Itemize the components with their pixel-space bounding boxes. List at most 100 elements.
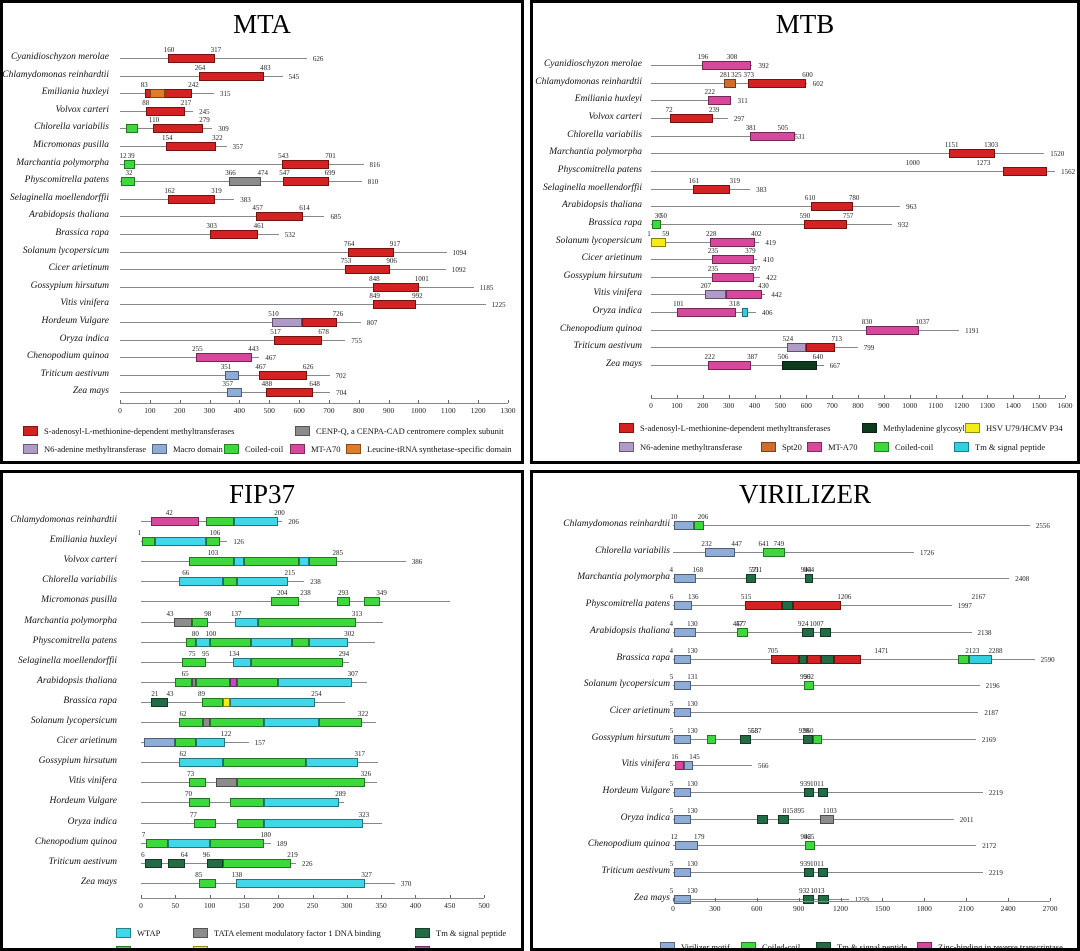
legend-swatch	[23, 426, 38, 436]
position-label: 640	[812, 353, 824, 362]
position-label: 136	[687, 593, 699, 602]
domain-box	[811, 202, 853, 212]
domain-box	[652, 219, 662, 229]
position-label: 357	[222, 380, 234, 389]
domain-box	[195, 637, 210, 647]
scale-tick-label: 900	[382, 406, 395, 415]
domain-box	[673, 868, 692, 878]
domain-box	[756, 814, 768, 824]
legend-item: Coiled-coil	[224, 444, 283, 454]
scale-tick-label: 300	[203, 406, 216, 415]
position-label: 130	[687, 780, 698, 788]
legend-label: HSV U79/HCMV P34	[986, 423, 1063, 433]
position-label: 2167	[971, 593, 986, 602]
species-label: Selaginella moellendorffii	[18, 655, 117, 666]
position-label: 254	[311, 689, 322, 698]
domain-box	[141, 537, 155, 547]
position-label: 122	[220, 730, 232, 739]
domain-box	[237, 818, 265, 828]
species-label: Cicer arietinum	[48, 263, 109, 274]
species-label: Oryza indica	[59, 333, 109, 344]
domain-box	[235, 878, 366, 888]
scale-tick-label: 700	[323, 406, 335, 415]
domain-box	[189, 778, 207, 788]
position-label: 563	[747, 726, 759, 735]
scale-tick-label: 900	[878, 401, 890, 410]
position-label: 5	[669, 886, 674, 895]
species-label: Chlamydomonas reinhardtii	[2, 69, 109, 80]
species-label: Micromonas pusilla	[33, 140, 109, 150]
position-label: 285	[332, 549, 344, 558]
domain-box	[298, 557, 310, 567]
position-label: 293	[337, 589, 349, 598]
position-label: 264	[194, 63, 206, 72]
position-label: 648	[309, 380, 320, 389]
domain-box	[291, 637, 310, 647]
legend-item: Viral A-type inclusion protein repeat	[193, 946, 339, 948]
species-label: Zea mays	[80, 876, 117, 887]
domain-box	[745, 574, 756, 584]
species-label: Chenopodium quinoa	[34, 836, 117, 847]
position-label: 443	[248, 345, 259, 354]
scale-tick-label: 1500	[874, 904, 890, 913]
domain-box	[195, 677, 231, 687]
protein-backbone	[120, 216, 325, 218]
position-label: 130	[687, 619, 698, 628]
domain-box	[229, 177, 262, 187]
domain-box	[237, 677, 279, 687]
scale-tick	[418, 400, 420, 403]
position-label: 75	[188, 649, 196, 658]
position-label: 101	[673, 300, 684, 309]
species-label: Chlorella variabilis	[34, 122, 109, 133]
legend-item: Tm & signal peptide	[816, 942, 907, 948]
position-label: 704	[336, 389, 347, 398]
species-label: Oryza indica	[620, 812, 670, 823]
domain-box	[274, 335, 323, 345]
legend-item: HSV U79/HCMV P34	[965, 423, 1063, 433]
position-label: 2187	[984, 708, 999, 717]
scale-tick-label: 500	[263, 406, 275, 415]
legend-swatch	[290, 444, 305, 454]
scale-tick-label: 300	[341, 901, 353, 910]
position-label: 62	[179, 710, 187, 718]
position-label: 245	[199, 107, 210, 116]
domain-box	[673, 601, 692, 611]
position-label: 2219	[988, 869, 1003, 878]
position-label: 130	[687, 806, 698, 815]
scale-tick-label: 1800	[916, 904, 932, 913]
domain-box	[821, 654, 834, 664]
legend-swatch	[761, 442, 776, 452]
domain-box	[151, 517, 200, 526]
position-label: 1151	[944, 141, 959, 150]
domain-box	[223, 577, 238, 587]
position-label: 383	[756, 185, 767, 194]
domain-box	[740, 734, 752, 744]
position-label: 10	[670, 513, 678, 521]
position-label: 239	[708, 105, 720, 114]
domain-box	[282, 159, 330, 169]
position-label: 755	[351, 336, 362, 345]
position-label: 130	[687, 699, 698, 708]
position-label: 59	[662, 229, 670, 238]
domain-box	[178, 718, 203, 727]
scale-tick	[209, 895, 211, 898]
domain-box	[1002, 166, 1047, 176]
position-label: 373	[743, 70, 755, 79]
scale-tick	[882, 898, 884, 901]
legend-swatch	[152, 444, 167, 454]
scale-tick-label: 0	[671, 904, 675, 913]
legend-label: Zinc-binding in reverse transcriptase	[938, 942, 1063, 951]
legend-item: Methyladenine glycosylase	[862, 423, 976, 433]
position-label: 944	[800, 566, 812, 575]
position-label: 162	[164, 186, 175, 195]
domain-box	[673, 894, 692, 904]
species-label: Brassica rapa	[63, 695, 117, 706]
position-label: 130	[687, 726, 698, 735]
protein-backbone	[651, 153, 1045, 155]
domain-box	[802, 734, 813, 744]
legend-swatch	[807, 442, 822, 452]
domain-box	[673, 707, 692, 717]
position-label: 351	[220, 362, 232, 371]
position-label: 88	[142, 98, 150, 107]
position-label: 815	[782, 806, 794, 815]
